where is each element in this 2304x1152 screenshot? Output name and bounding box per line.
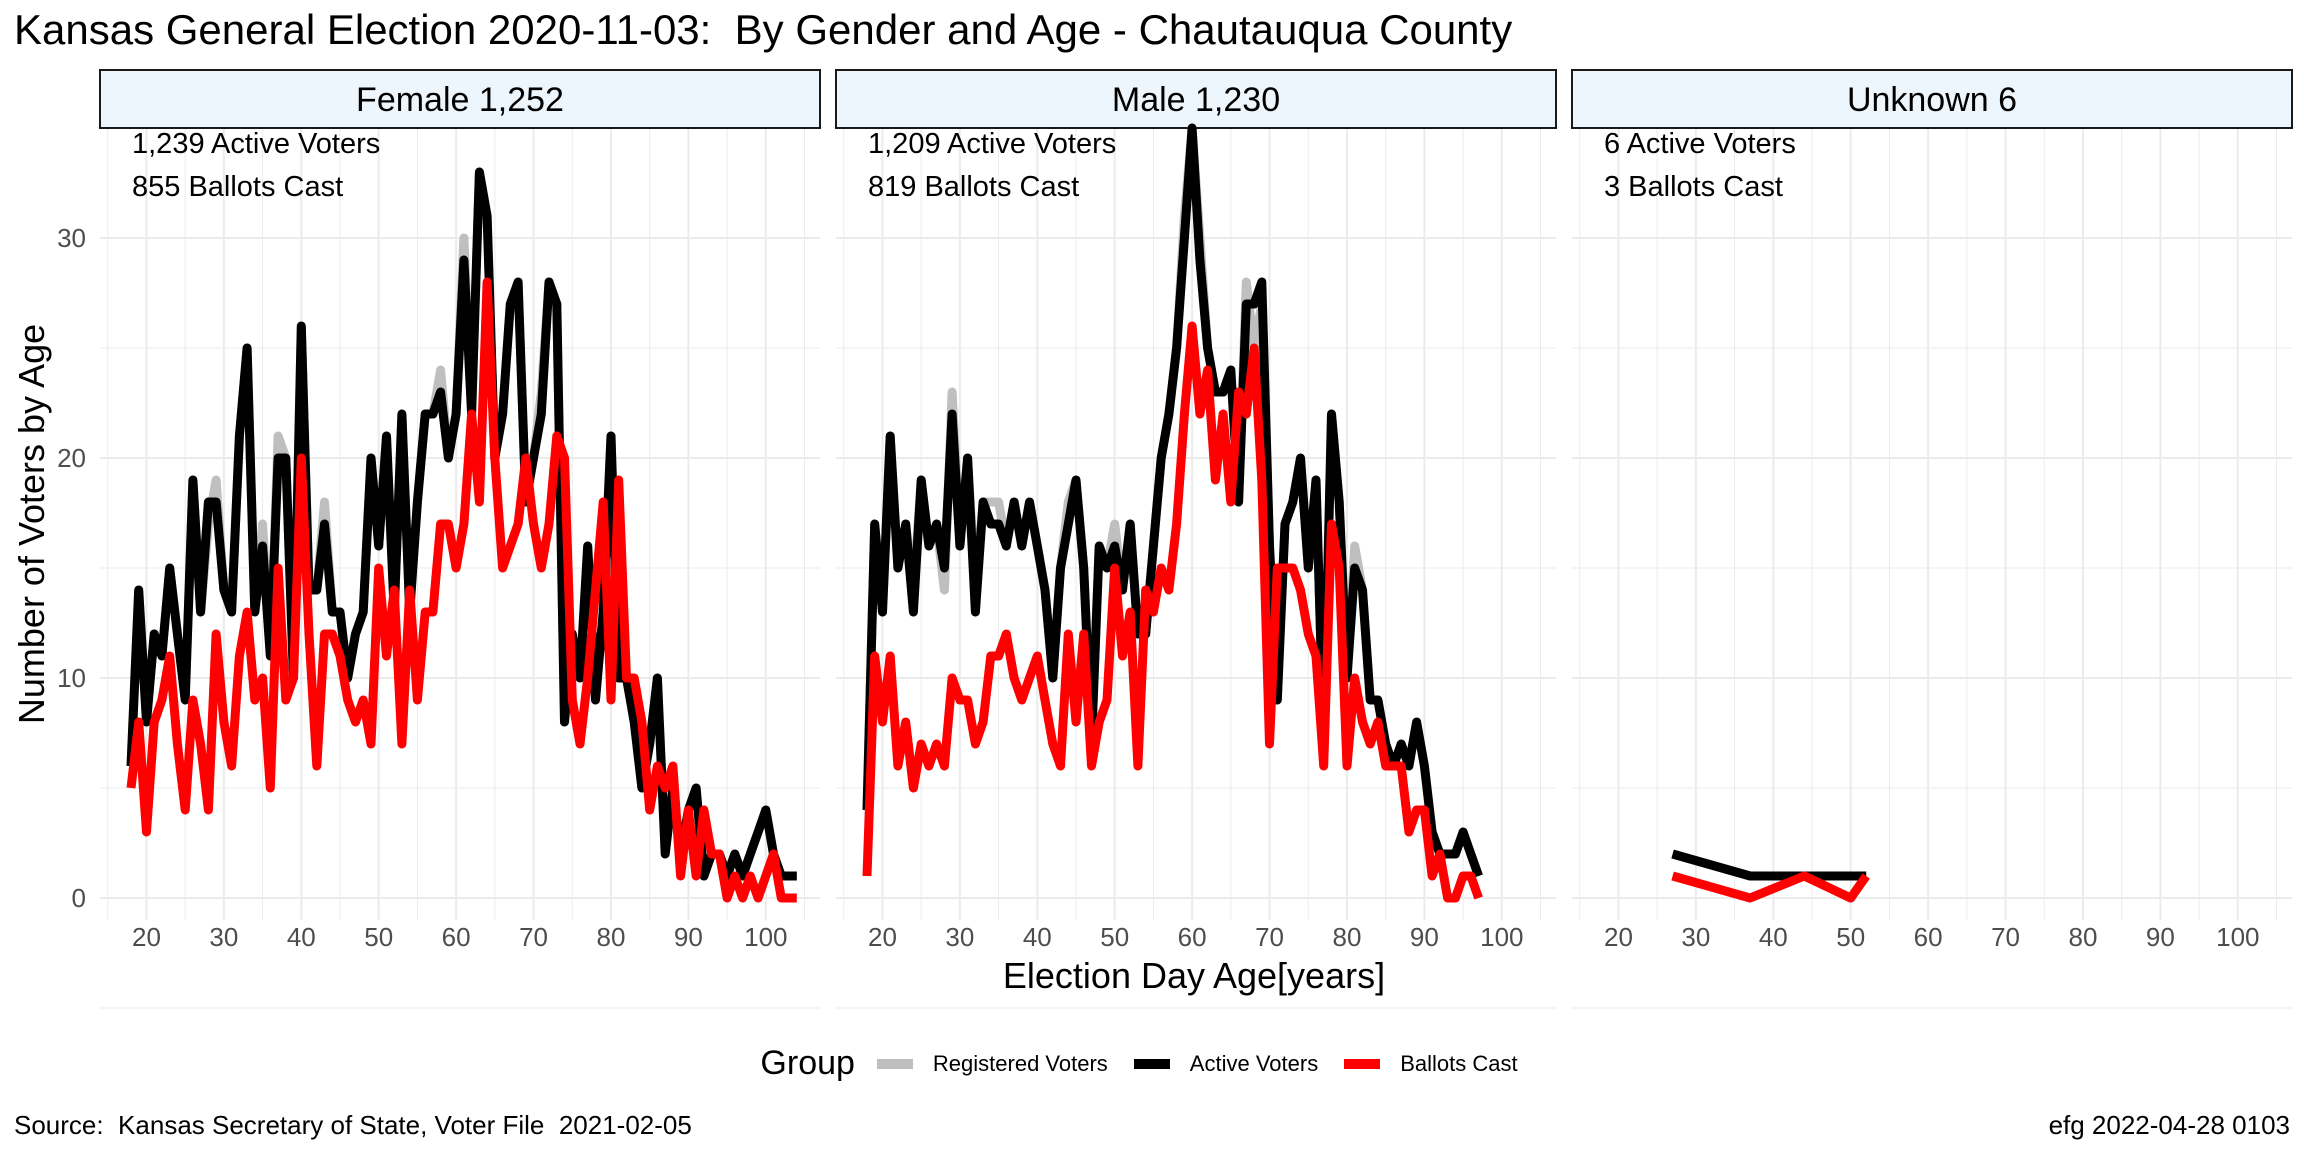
- x-tick-label: 60: [442, 922, 471, 952]
- x-axis-title: Election Day Age[years]: [1003, 955, 1385, 996]
- x-tick-label: 100: [2216, 922, 2259, 952]
- x-tick-label: 90: [1410, 922, 1439, 952]
- y-tick-label: 30: [57, 223, 86, 253]
- facet-strip-label: Male 1,230: [1112, 81, 1280, 119]
- panel-annotation: 1,209 Active Voters: [868, 128, 1116, 160]
- x-tick-label: 20: [132, 922, 161, 952]
- x-tick-label: 60: [1178, 922, 1207, 952]
- y-tick-label: 10: [57, 663, 86, 693]
- legend-item-ballots-cast: Ballots Cast: [1344, 1050, 1518, 1077]
- x-tick-label: 100: [1480, 922, 1523, 952]
- x-tick-label: 30: [945, 922, 974, 952]
- panel-annotation: 6 Active Voters: [1604, 128, 1796, 160]
- series-line-active-voters: [1671, 849, 1867, 881]
- facet-strip: [1571, 69, 2293, 129]
- series-line-ballots-cast: [862, 321, 1483, 903]
- facet-strip-label: Unknown 6: [1847, 81, 2017, 119]
- facet-strip-label: Female 1,252: [356, 81, 564, 119]
- x-tick-label: 80: [597, 922, 626, 952]
- facet-strip: [99, 69, 821, 129]
- legend-item-active-voters: Active Voters: [1133, 1050, 1319, 1077]
- x-tick-label: 60: [1914, 922, 1943, 952]
- y-tick-label: 0: [72, 883, 86, 913]
- x-tick-label: 50: [1100, 922, 1129, 952]
- x-tick-label: 20: [868, 922, 897, 952]
- x-tick-label: 30: [1681, 922, 1710, 952]
- legend: Group Registered Voters Active Voters Ba…: [0, 1044, 2304, 1083]
- legend-key-registered-voters: [876, 1058, 913, 1069]
- x-tick-label: 70: [1991, 922, 2020, 952]
- x-tick-label: 50: [1836, 922, 1865, 952]
- legend-key-active-voters: [1133, 1058, 1170, 1069]
- author-caption: efg 2022-04-28 0103: [2048, 1110, 2290, 1140]
- legend-label-registered-voters: Registered Voters: [932, 1050, 1108, 1076]
- x-tick-label: 90: [2146, 922, 2175, 952]
- legend-label-ballots-cast: Ballots Cast: [1400, 1050, 1518, 1076]
- y-axis-title: Number of Voters by Age: [11, 324, 52, 724]
- x-tick-label: 100: [744, 922, 787, 952]
- panel-annotation: 855 Ballots Cast: [132, 171, 343, 203]
- x-tick-label: 70: [1255, 922, 1284, 952]
- series-line-ballots-cast: [1671, 871, 1870, 903]
- x-tick-label: 80: [2069, 922, 2098, 952]
- x-tick-label: 20: [1604, 922, 1633, 952]
- legend-item-registered-voters: Registered Voters: [876, 1050, 1108, 1077]
- x-tick-label: 30: [209, 922, 238, 952]
- x-tick-label: 40: [1023, 922, 1052, 952]
- x-tick-label: 50: [364, 922, 393, 952]
- x-tick-label: 70: [519, 922, 548, 952]
- series-line-ballots-cast: [126, 277, 797, 903]
- x-tick-label: 40: [287, 922, 316, 952]
- facet-strip: [835, 69, 1557, 129]
- legend-key-ballots-cast: [1344, 1058, 1381, 1069]
- legend-title: Group: [760, 1044, 855, 1082]
- panel-annotation: 1,239 Active Voters: [132, 128, 380, 160]
- chart-title: Kansas General Election 2020-11-03: By G…: [14, 6, 1513, 53]
- x-tick-label: 90: [674, 922, 703, 952]
- x-tick-label: 80: [1333, 922, 1362, 952]
- legend-label-active-voters: Active Voters: [1189, 1050, 1319, 1076]
- panel-annotation: 819 Ballots Cast: [868, 171, 1079, 203]
- x-tick-label: 40: [1759, 922, 1788, 952]
- series-line-active-voters: [862, 123, 1483, 878]
- y-tick-label: 20: [57, 443, 86, 473]
- panel-annotation: 3 Ballots Cast: [1604, 171, 1783, 203]
- source-caption: Source: Kansas Secretary of State, Voter…: [14, 1110, 692, 1140]
